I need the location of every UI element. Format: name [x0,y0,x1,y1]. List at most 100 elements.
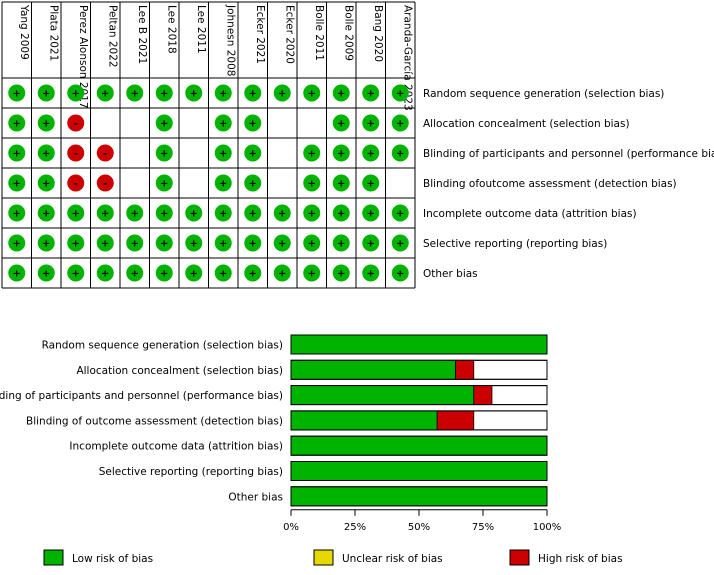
domain-label: Blinding of participants and personnel (… [423,148,714,160]
judgement-symbol: + [13,119,21,130]
judgement-high-circle [96,174,114,192]
judgement-low-circle [332,264,350,282]
judgement-symbol: + [160,209,168,220]
judgement-low-circle [96,84,114,102]
judgement-low-circle [214,264,232,282]
judgement-symbol: + [190,239,198,250]
x-tick-label: 100% [533,522,562,533]
bar-low [290,410,438,431]
judgement-symbol: + [42,179,50,190]
judgement-symbol: + [337,269,345,280]
judgement-symbol: + [396,239,404,250]
bar-high [473,385,493,406]
judgement-symbol: + [190,89,198,100]
domain-label: Incomplete outcome data (attrition bias) [423,208,637,220]
domain-label: Random sequence generation (selection bi… [423,88,664,100]
judgement-low-circle [303,264,321,282]
judgement-symbol: + [249,149,257,160]
judgement-symbol: + [308,269,316,280]
bar-outline [290,435,548,456]
judgement-symbol: + [42,89,50,100]
judgement-symbol: + [367,209,375,220]
study-label: Peltan 2022 [106,5,118,68]
judgement-symbol: + [13,89,21,100]
judgement-high-circle [96,144,114,162]
judgement-high-circle [67,114,85,132]
judgement-symbol: + [308,209,316,220]
judgement-symbol: + [337,179,345,190]
legend-swatch-high [509,549,530,566]
judgement-low-circle [332,114,350,132]
domain-label: Blinding ofoutcome assessment (detection… [423,178,677,190]
judgement-low-circle [332,144,350,162]
study-label: Bang 2020 [372,5,384,62]
judgement-low-circle [362,174,380,192]
study-label: Plata 2021 [47,5,59,61]
judgement-low-circle [391,204,409,222]
judgement-low-circle [391,84,409,102]
judgement-symbol: + [249,179,257,190]
judgement-low-circle [362,84,380,102]
judgement-low-circle [126,204,144,222]
judgement-low-circle [303,204,321,222]
judgement-symbol: - [74,149,78,160]
x-tick-label: 50% [408,522,430,533]
risk-of-bias-graph: Random sequence generation (selection bi… [0,334,562,533]
bar-low [290,435,548,456]
judgement-symbol: + [308,239,316,250]
judgement-symbol: + [249,89,257,100]
judgement-low-circle [185,204,203,222]
judgement-symbol: + [308,149,316,160]
judgement-symbol: + [101,89,109,100]
judgement-low-circle [362,144,380,162]
judgement-low-circle [185,264,203,282]
bar-category-label: Incomplete outcome data (attrition bias) [69,441,283,453]
judgement-symbol: + [396,149,404,160]
judgement-symbol: + [396,209,404,220]
judgement-low-circle [96,264,114,282]
study-label: Ecker 2021 [254,5,266,64]
judgement-symbol: + [249,209,257,220]
judgement-low-circle [273,264,291,282]
judgement-low-circle [67,234,85,252]
judgement-symbol: + [190,209,198,220]
judgement-symbol: + [72,269,80,280]
judgement-symbol: + [160,269,168,280]
risk-of-bias-summary: Yang 2009 Plata 2021 Perez Alonson 2017 Pel… [1,1,714,289]
judgement-symbol: + [308,179,316,190]
bar-outline [290,461,548,481]
judgement-low-circle [96,204,114,222]
judgement-symbol: + [101,239,109,250]
judgement-low-circle [37,144,55,162]
judgement-symbol: - [103,179,107,190]
judgement-symbol: + [13,209,21,220]
judgement-symbol: + [367,149,375,160]
judgement-low-circle [67,84,85,102]
judgement-symbol: + [160,149,168,160]
judgement-symbol: + [131,209,139,220]
judgement-low-circle [214,234,232,252]
judgement-low-circle [303,234,321,252]
bar-outline [290,359,548,380]
judgement-low-circle [273,84,291,102]
bar-low [290,334,548,355]
domain-label: Selective reporting (reporting bias) [423,238,607,250]
judgement-symbol: + [101,209,109,220]
judgement-symbol: + [13,239,21,250]
judgement-low-circle [273,204,291,222]
study-label: Aranda-García 2023 [401,5,413,111]
study-label: Ecker 2020 [283,5,295,64]
judgement-symbol: + [42,119,50,130]
judgement-symbol: + [190,269,198,280]
judgement-symbol: + [396,119,404,130]
judgement-symbol: + [160,89,168,100]
judgement-symbol: + [42,209,50,220]
domain-label: Allocation concealment (selection bias) [423,118,630,130]
judgement-symbol: + [160,179,168,190]
bar-outline [290,385,548,406]
judgement-low-circle [244,144,262,162]
study-label: Yang 2009 [18,4,30,60]
judgement-low-circle [155,264,173,282]
study-label: Bolle 2011 [313,5,325,61]
